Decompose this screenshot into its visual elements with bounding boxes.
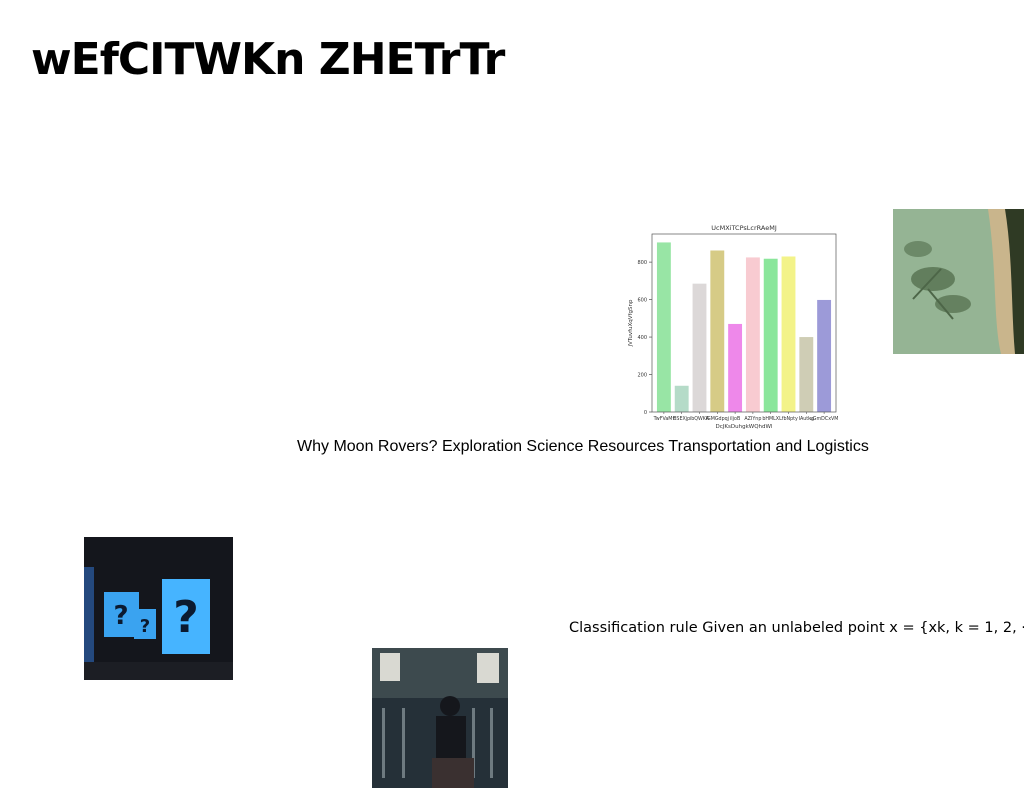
bar-IGMGdpqj [710,250,724,412]
bar-ibQWKA [693,284,707,412]
bar-chart-svg: UcMXiTCPsLcrRAeMJ 0 200 400 600 800 TwFVaMf BSE… [612,218,848,434]
bar-BSEXjp [675,386,689,412]
x-tick-label: AZIYnp [744,416,761,422]
bar-IAutkg [799,337,813,412]
x-tick-label: IGMGdpqj [706,416,729,422]
svg-text:?: ? [173,592,199,643]
x-tick-label: LfbNpty [779,416,798,422]
y-tick-label: 200 [637,373,647,379]
x-axis-label: DcJKsDuhgkWQhdWl [716,424,773,430]
masked-person-image [372,648,508,788]
svg-text:?: ? [140,616,150,637]
x-tick-label: BSEXjp [673,416,690,422]
bar-LfbNpty [782,256,796,412]
bar-bHMLX [764,259,778,412]
slide-title: wEfCITWKn ZHETrTr [31,34,504,86]
classification-rule-text: Classification rule Given an unlabeled p… [569,620,1024,636]
y-tick-label: 0 [644,410,647,416]
x-tick-label: bHMLX [762,416,779,422]
bar-uGmDCxVM [817,300,831,412]
chart-title: UcMXiTCPsLcrRAeMJ [711,224,777,232]
beach-photo [893,209,1024,354]
y-tick-label: 600 [637,298,647,304]
masked-person-photo [372,648,508,788]
y-tick-label: 400 [637,335,647,341]
bar-TwFVaMf [657,242,671,412]
bar-AZIYnp [746,257,760,412]
x-tick-label: TwFVaMf [653,416,675,422]
x-tick-label: uGmDCxVM [810,416,839,422]
bar-iIjoB [728,324,742,412]
question-blocks-photo: ? ? ? [84,537,233,680]
y-tick-label: 800 [637,260,647,266]
slide-caption: Why Moon Rovers? Exploration Science Res… [297,438,869,456]
beach-image [893,209,1024,354]
question-blocks-image: ? ? ? [84,537,233,680]
bar-chart: UcMXiTCPsLcrRAeMJ 0 200 400 600 800 TwFVaMf BSE… [612,218,848,434]
svg-text:?: ? [113,601,128,631]
y-axis-label: jVTuvfuXqVfgSnp [628,299,634,347]
x-tick-label: iIjoB [730,416,740,422]
